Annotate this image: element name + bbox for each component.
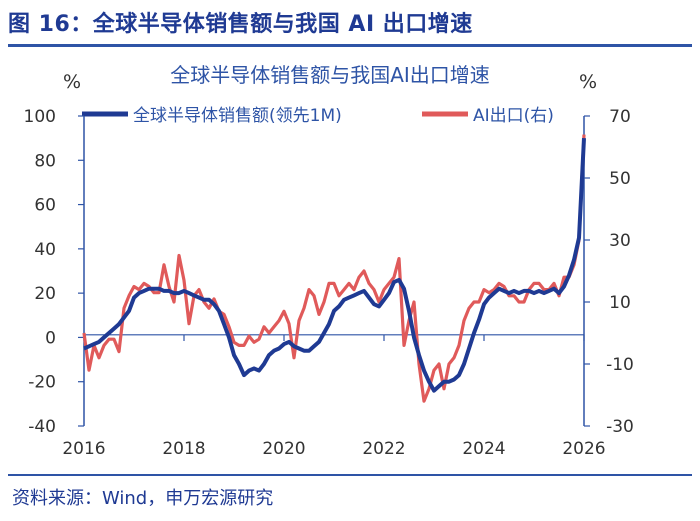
figure-title: 图 16：全球半导体销售额与我国 AI 出口增速 xyxy=(8,12,473,37)
chart-title: 全球半导体销售额与我国AI出口增速 xyxy=(170,63,490,87)
left-tick-label: 40 xyxy=(34,240,56,260)
left-tick-label: -20 xyxy=(28,373,56,393)
x-tick-label: 2020 xyxy=(262,439,305,459)
legend-label-semi: 全球半导体销售额(领先1M) xyxy=(133,106,342,126)
legend-label-ai: AI出口(右) xyxy=(473,106,554,126)
right-tick-label: 50 xyxy=(609,169,631,189)
left-tick-label: 0 xyxy=(45,328,56,348)
legend: 全球半导体销售额(领先1M) AI出口(右) xyxy=(82,106,554,126)
x-tick-label: 2016 xyxy=(62,439,105,459)
x-axis-ticks: 2016 2018 2020 2022 2024 2026 xyxy=(62,334,606,459)
right-tick-label: -10 xyxy=(606,355,634,375)
right-tick-label: 70 xyxy=(609,107,631,127)
left-tick-label: 20 xyxy=(34,284,56,304)
series-points xyxy=(83,134,585,402)
left-tick-label: -40 xyxy=(28,417,56,437)
left-tick-label: 100 xyxy=(24,107,56,127)
series-line-ai-export xyxy=(82,134,586,403)
right-tick-label: 10 xyxy=(609,293,631,313)
source-note: 资料来源：Wind，申万宏源研究 xyxy=(12,488,274,509)
source-rule xyxy=(8,474,692,476)
line-chart: 全球半导体销售额与我国AI出口增速 % % 全球半导体销售额(领先1M) AI出… xyxy=(24,63,634,459)
left-tick-label: 80 xyxy=(34,151,56,171)
left-tick-label: 60 xyxy=(34,196,56,216)
x-tick-label: 2026 xyxy=(562,439,605,459)
series-line-global-semiconductor xyxy=(83,137,586,393)
left-axis-unit: % xyxy=(63,71,81,93)
right-tick-label: -30 xyxy=(606,417,634,437)
x-tick-label: 2022 xyxy=(362,439,405,459)
left-axis-ticks: 100 80 60 40 20 0 -20 -40 xyxy=(24,107,84,437)
right-axis-ticks: 70 50 30 10 -10 -30 xyxy=(584,107,634,437)
right-axis-unit: % xyxy=(579,71,597,93)
x-tick-label: 2018 xyxy=(162,439,205,459)
x-tick-label: 2024 xyxy=(462,439,505,459)
right-tick-label: 30 xyxy=(609,231,631,251)
title-rule xyxy=(8,44,692,47)
